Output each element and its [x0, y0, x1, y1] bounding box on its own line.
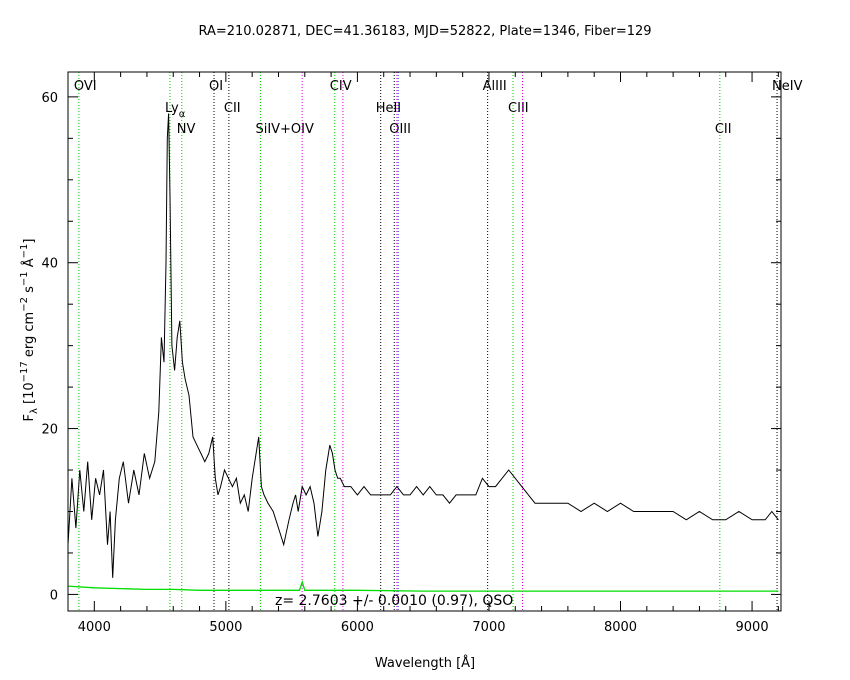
- x-tick-label: 7000: [472, 620, 505, 635]
- emission-line-label: NeIV: [772, 79, 803, 94]
- emission-line-label: CIV: [330, 79, 352, 94]
- x-tick-label: 8000: [604, 620, 637, 635]
- x-tick-label: 9000: [736, 620, 769, 635]
- y-tick-label: 20: [41, 423, 58, 438]
- y-label-exp1: −17: [19, 361, 30, 382]
- y-label-f: F: [22, 414, 37, 421]
- emission-line-label: OI: [209, 79, 223, 94]
- y-label-close: ]: [22, 239, 37, 244]
- y-tick-label: 40: [41, 257, 58, 272]
- plot-frame: [67, 71, 782, 612]
- y-label-erg: erg cm: [22, 312, 37, 361]
- y-label-ang: Å: [21, 258, 37, 271]
- y-label-exp2: −2: [19, 297, 30, 312]
- emission-line-label: CII: [715, 122, 732, 137]
- y-label-s: s: [22, 286, 37, 297]
- y-tick-label: 60: [41, 91, 58, 106]
- axes: 4000 5000 6000 7000 8000 9000 0 20 40 60: [41, 71, 782, 635]
- chart-title: RA=210.02871, DEC=41.36183, MJD=52822, P…: [198, 24, 651, 39]
- emission-line-label: CIII: [508, 101, 529, 116]
- x-axis-label: Wavelength [Å]: [375, 655, 475, 671]
- error-line: [67, 579, 779, 592]
- y-tick-label: 0: [50, 588, 58, 603]
- emission-line-label: SiIV+OIV: [255, 122, 314, 137]
- emission-line-label: AlIII: [483, 79, 507, 94]
- y-axis-label: Fλ [10−17 erg cm−2 s−1 Å−1]: [19, 239, 40, 422]
- spectrum-line: [67, 113, 779, 578]
- y-label-exp3: −1: [19, 271, 30, 286]
- x-tick-label: 6000: [341, 620, 374, 635]
- emission-line-label: HeII: [376, 101, 401, 116]
- emission-lines: OVILyαNVOICIISiIV+OIVCIVHeIIOIIIAlIIICII…: [74, 72, 803, 611]
- y-label-exp4: −1: [19, 244, 30, 259]
- emission-line-label: OIII: [389, 122, 411, 137]
- x-tick-label: 5000: [209, 620, 242, 635]
- plot-area: [67, 113, 779, 592]
- y-label-open: [10: [22, 382, 37, 408]
- x-tick-label: 4000: [78, 620, 111, 635]
- emission-line-label: CII: [224, 101, 241, 116]
- redshift-annotation: z= 2.7603 +/- 0.0010 (0.97), QSO: [275, 593, 513, 609]
- emission-line-label: NV: [177, 122, 196, 137]
- emission-line-label: OVI: [74, 79, 97, 94]
- y-label-lambda: λ: [29, 408, 40, 414]
